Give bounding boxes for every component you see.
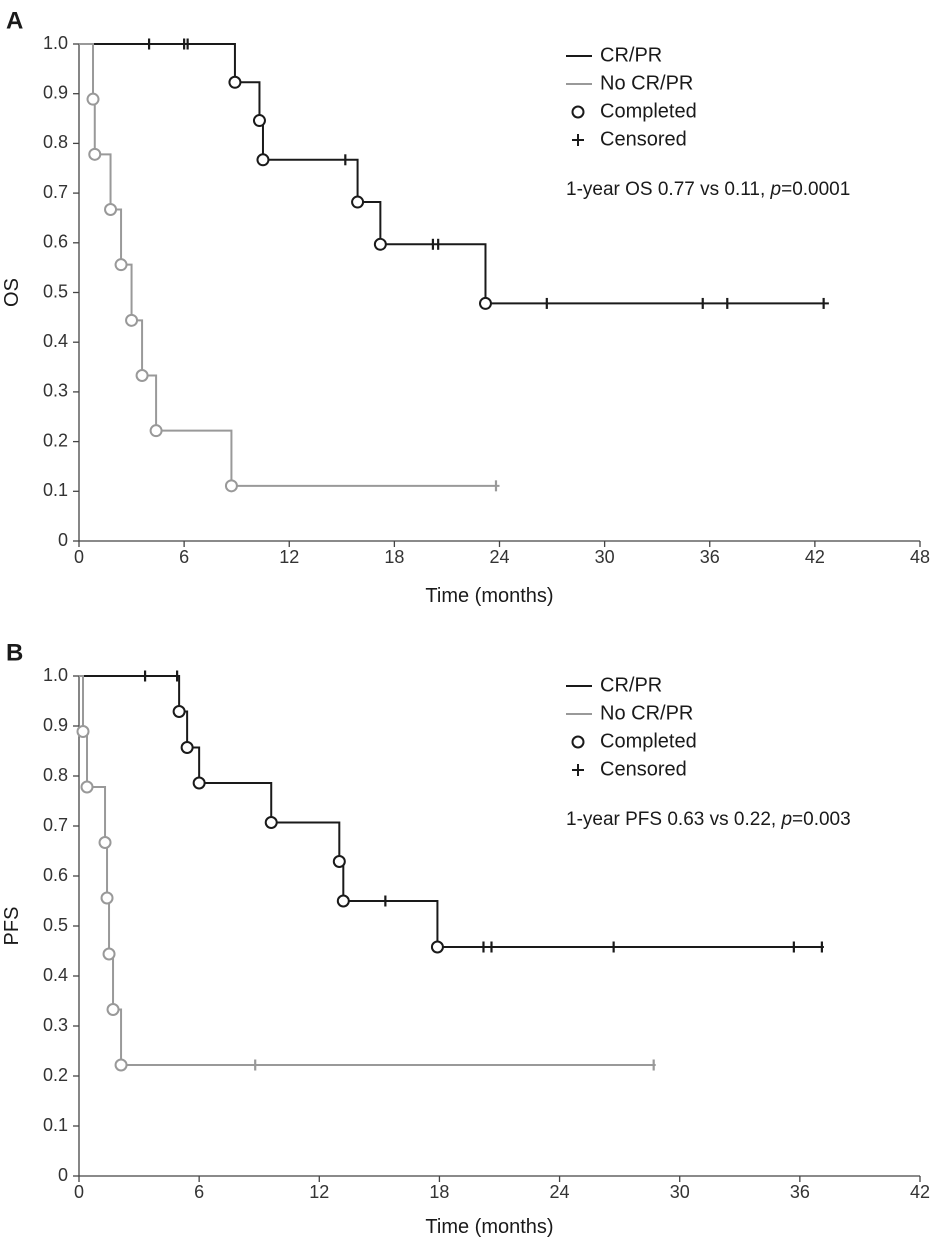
chart-b-x-axis-title: Time (months) [425, 1216, 553, 1238]
chart-b-x-tick-label: 12 [309, 1182, 329, 1202]
chart-b-y-tick-label: 0.6 [43, 865, 68, 885]
chart-a-series-no-cr-pr-event-marker [104, 203, 118, 217]
chart-b-series-no-cr-pr-event-marker [102, 947, 116, 961]
chart-b-y-tick-label: 0.3 [43, 1015, 68, 1035]
legend-label: CR/PR [600, 44, 662, 66]
chart-b-series-cr-pr-event-marker [336, 894, 350, 908]
chart-b-y-tick-label: 0 [58, 1165, 68, 1185]
chart-b-y-tick-label: 0.7 [43, 815, 68, 835]
chart-a-series-no-cr-pr-event-marker [114, 258, 128, 272]
chart-b-y-tick-label: 0.2 [43, 1065, 68, 1085]
chart-a-series-no-cr-pr-event-marker [125, 313, 139, 327]
legend-label: Censored [600, 128, 687, 150]
chart-a-series-cr-pr-event-marker [256, 153, 270, 167]
chart-b-series-cr-pr-event-marker [172, 705, 186, 718]
chart-a-x-tick-label: 48 [910, 547, 930, 567]
chart-b-annotation: 1-year PFS 0.63 vs 0.22, p=0.003 [566, 809, 851, 830]
chart-a-series-no-cr-pr-event-marker [224, 479, 238, 493]
legend-label: CR/PR [600, 674, 662, 696]
chart-b: B 0 0.1 0.2 0.3 0.4 0.5 0.6 0.7 0.8 0.9 1.0 0 6 12 18 24… [1, 639, 930, 1238]
chart-a-y-tick-label: 1.0 [43, 33, 68, 53]
legend-label: Completed [600, 730, 697, 752]
legend-swatch-completed [571, 735, 585, 749]
legend-label: Censored [600, 758, 687, 780]
chart-b-y-tick-label: 0.1 [43, 1115, 68, 1135]
chart-a-series-cr-pr-event-marker [351, 195, 365, 209]
chart-a-x-tick-label: 0 [74, 547, 84, 567]
chart-a-series-cr-pr-event-marker [478, 296, 492, 310]
chart-b-y-axis-title: PFS [1, 907, 23, 946]
chart-a-y-tick-label: 0.3 [43, 381, 68, 401]
legend-swatch-completed [571, 105, 585, 119]
chart-b-x-tick-label: 6 [194, 1182, 204, 1202]
chart-a-annotation: 1-year OS 0.77 vs 0.11, p=0.0001 [566, 179, 850, 200]
chart-a-series-cr-pr-event-marker [228, 75, 242, 89]
chart-b-y-tick-label: 0.4 [43, 965, 68, 985]
chart-a-series-no-cr-pr-event-marker [149, 424, 163, 438]
chart-b-y-tick-label: 1.0 [43, 665, 68, 685]
chart-a-y-tick-label: 0.8 [43, 132, 68, 152]
chart-b-x-tick-label: 24 [550, 1182, 570, 1202]
chart-b-series-no-cr-pr-event-marker [80, 780, 94, 794]
chart-a-series-no-cr-pr-event-marker [86, 92, 100, 106]
chart-b-series-cr-pr-event-marker [430, 940, 444, 954]
chart-b-series-no-cr-pr-event-marker [76, 725, 90, 738]
chart-b-panel-label: B [6, 639, 23, 666]
chart-a-y-tick-label: 0 [58, 530, 68, 550]
chart-b-series-cr-pr-event-marker [264, 816, 278, 829]
chart-b-series-cr-pr-event-marker [332, 855, 346, 868]
chart-a-series-cr-pr-line [79, 43, 829, 305]
chart-a: A 0 0.1 0.2 0.3 0.4 0.5 0.6 0.7 0.8 0.9 1.0 0 6 12 18 24… [1, 7, 930, 607]
chart-b-series-no-cr-pr-event-marker [98, 836, 112, 849]
chart-b-y-tick-label: 0.9 [43, 715, 68, 735]
legend-label: No CR/PR [600, 702, 693, 724]
chart-a-x-tick-label: 6 [179, 547, 189, 567]
chart-a-panel-label: A [6, 7, 23, 34]
chart-b-y-tick-label: 0.8 [43, 765, 68, 785]
chart-a-x-tick-label: 12 [279, 547, 299, 567]
chart-b-series-no-cr-pr-event-marker [106, 1003, 120, 1016]
chart-b-x-tick-label: 36 [790, 1182, 810, 1202]
chart-b-series-no-cr-pr-event-marker [114, 1058, 128, 1072]
chart-a-legend: CR/PR No CR/PR Completed Censored [566, 44, 697, 150]
chart-a-x-tick-label: 42 [805, 547, 825, 567]
chart-b-x-tick-label: 42 [910, 1182, 930, 1202]
chart-a-y-tick-label: 0.1 [43, 480, 68, 500]
legend-label: No CR/PR [600, 72, 693, 94]
chart-b-series-cr-pr-event-marker [180, 741, 194, 754]
chart-a-y-axis-title: OS [1, 278, 23, 307]
chart-a-series-no-cr-pr-event-marker [135, 368, 149, 382]
chart-b-series-no-cr-pr-event-marker [100, 891, 114, 905]
chart-b-x-tick-label: 0 [74, 1182, 84, 1202]
chart-b-legend: CR/PR No CR/PR Completed Censored [566, 674, 697, 780]
chart-b-y-tick-label: 0.5 [43, 915, 68, 935]
chart-a-series-cr-pr-event-marker [373, 237, 387, 251]
chart-b-series-no-cr-pr-line [79, 675, 656, 1066]
chart-b-x-tick-label: 30 [670, 1182, 690, 1202]
chart-a-series-no-cr-pr-event-marker [88, 147, 102, 161]
legend-label: Completed [600, 100, 697, 122]
chart-a-x-tick-label: 30 [595, 547, 615, 567]
chart-a-y-tick-label: 0.2 [43, 430, 68, 450]
chart-a-series-no-cr-pr-line [79, 43, 500, 487]
chart-b-x-tick-label: 18 [429, 1182, 449, 1202]
chart-b-series-cr-pr-event-marker [192, 776, 206, 790]
chart-a-x-tick-label: 36 [700, 547, 720, 567]
chart-a-y-tick-label: 0.6 [43, 232, 68, 252]
chart-a-y-tick-label: 0.4 [43, 331, 68, 351]
chart-a-y-tick-label: 0.5 [43, 281, 68, 301]
chart-a-x-axis-title: Time (months) [425, 585, 553, 607]
chart-a-y-tick-label: 0.9 [43, 82, 68, 102]
chart-a-x-tick-label: 18 [384, 547, 404, 567]
chart-a-series-cr-pr-event-marker [252, 114, 266, 128]
chart-a-y-tick-label: 0.7 [43, 182, 68, 202]
chart-a-x-tick-label: 24 [489, 547, 509, 567]
